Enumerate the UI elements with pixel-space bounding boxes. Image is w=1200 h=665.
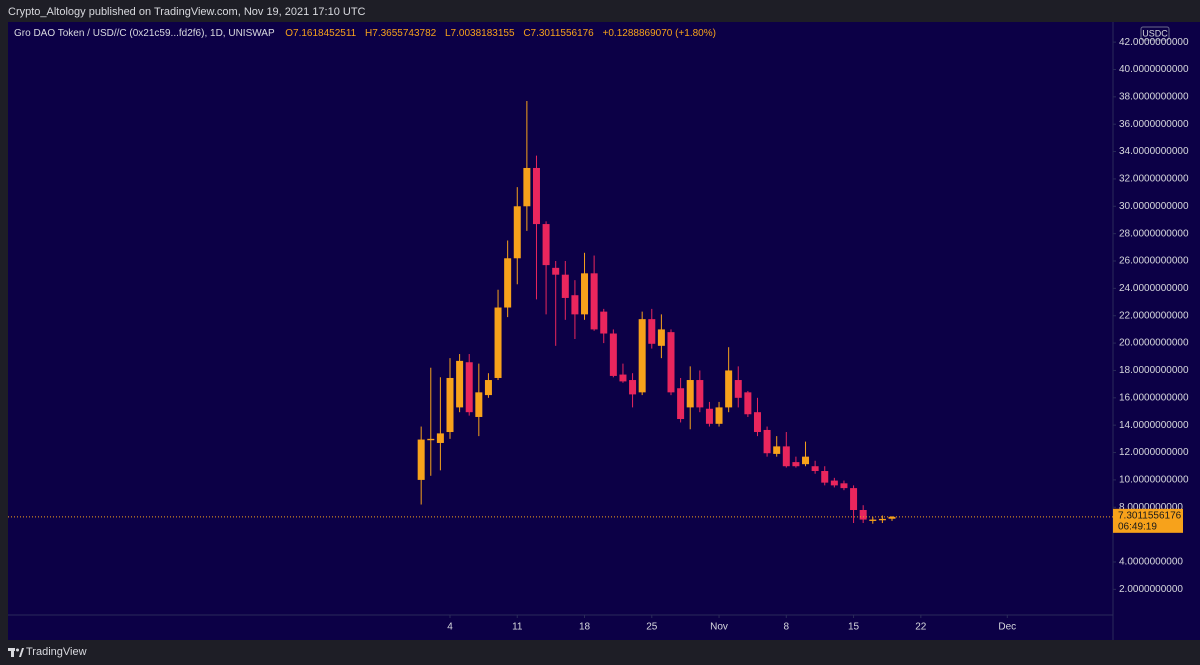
- candle-body: [600, 311, 608, 334]
- candle-body: [446, 377, 454, 433]
- x-tick-label: 15: [848, 622, 860, 633]
- y-tick-label: 28.0000000000: [1119, 228, 1189, 239]
- y-tick-label: 20.0000000000: [1119, 338, 1189, 349]
- candle-body: [590, 273, 598, 330]
- candle-body: [657, 329, 665, 346]
- candle-body: [504, 258, 512, 308]
- x-tick-label: Dec: [998, 622, 1016, 633]
- y-tick-label: 4.0000000000: [1119, 557, 1183, 568]
- publish-info: Crypto_Altology published on TradingView…: [8, 6, 366, 18]
- candle-body: [427, 438, 435, 441]
- y-tick-label: 16.0000000000: [1119, 392, 1189, 403]
- countdown-label: 06:49:19: [1118, 521, 1157, 532]
- ohlc-label: C7.3011556176: [523, 28, 594, 39]
- candle-body: [869, 519, 877, 521]
- ohlc-label: O7.1618452511: [285, 28, 357, 39]
- x-tick-label: 4: [447, 622, 453, 633]
- candle-body: [811, 466, 819, 472]
- candle-body: [581, 273, 589, 315]
- candle-body: [792, 462, 800, 467]
- x-tick-label: 18: [579, 622, 591, 633]
- y-tick-label: 22.0000000000: [1119, 310, 1189, 321]
- tradingview-logo: [8, 648, 24, 657]
- candle-body: [638, 319, 646, 393]
- candle-body: [571, 295, 579, 315]
- symbol-title: Gro DAO Token / USD//C (0x21c59...fd2f6)…: [14, 28, 275, 39]
- candle-body: [648, 319, 656, 344]
- candle-body: [542, 224, 550, 266]
- candle-body: [705, 408, 713, 424]
- candle-body: [715, 407, 723, 424]
- candle-body: [532, 167, 540, 225]
- candle-body: [878, 518, 886, 521]
- candle-body: [782, 446, 790, 467]
- candle-body: [802, 456, 810, 465]
- candle-body: [763, 429, 771, 454]
- last-price-box: [1113, 508, 1183, 533]
- y-tick-label: 40.0000000000: [1119, 64, 1189, 75]
- candle-body: [753, 412, 761, 433]
- candle-body: [513, 206, 521, 259]
- candle-body: [561, 274, 569, 298]
- candle-body: [484, 380, 492, 396]
- x-tick-label: 25: [646, 622, 658, 633]
- symbol-header: Gro DAO Token / USD//C (0x21c59...fd2f6)…: [14, 28, 716, 39]
- y-tick-label: 32.0000000000: [1119, 174, 1189, 185]
- candle-body: [725, 370, 733, 408]
- footer-brand: TradingView: [26, 646, 87, 658]
- y-tick-label: 8.0000000000: [1119, 502, 1183, 513]
- candle-body: [436, 433, 444, 443]
- x-tick-label: 11: [512, 622, 523, 633]
- unit-label: USDC: [1142, 28, 1168, 38]
- candle-body: [523, 167, 531, 207]
- y-tick-label: 26.0000000000: [1119, 256, 1189, 267]
- ohlc-label: L7.0038183155: [445, 28, 515, 39]
- change-label: +0.1288869070 (+1.80%): [602, 28, 716, 39]
- candle-body: [677, 388, 685, 420]
- y-tick-label: 14.0000000000: [1119, 420, 1189, 431]
- y-tick-label: 12.0000000000: [1119, 447, 1189, 458]
- candle-body: [830, 480, 838, 486]
- last-price-label: 7.3011556176: [1118, 510, 1182, 521]
- candle-body: [629, 380, 637, 395]
- y-tick-label: 10.0000000000: [1119, 475, 1189, 486]
- candle-body: [744, 392, 752, 415]
- candle-body: [465, 362, 473, 413]
- y-tick-label: 2.0000000000: [1119, 584, 1183, 595]
- candle-body: [821, 471, 829, 483]
- candle-body: [456, 360, 464, 408]
- candle-body: [552, 267, 560, 275]
- y-tick-label: 30.0000000000: [1119, 201, 1189, 212]
- candle-body: [859, 509, 867, 520]
- candle-body: [609, 333, 617, 376]
- candle-body: [417, 439, 425, 480]
- candle-body: [494, 307, 502, 378]
- x-tick-label: Nov: [710, 622, 728, 633]
- candle-body: [696, 380, 704, 408]
- candle-body: [850, 488, 858, 510]
- candle-body: [475, 392, 483, 417]
- candle-body: [667, 332, 675, 393]
- y-tick-label: 36.0000000000: [1119, 119, 1189, 130]
- y-tick-label: 24.0000000000: [1119, 283, 1189, 294]
- candle-body: [888, 516, 896, 519]
- ohlc-label: H7.3655743782: [365, 28, 437, 39]
- x-tick-label: 8: [784, 622, 790, 633]
- candle-body: [619, 374, 627, 382]
- y-tick-label: 42.0000000000: [1119, 37, 1189, 48]
- candle-body: [686, 380, 694, 408]
- x-tick-label: 22: [915, 622, 927, 633]
- candle-body: [734, 380, 742, 398]
- y-tick-label: 34.0000000000: [1119, 146, 1189, 157]
- y-tick-label: 18.0000000000: [1119, 365, 1189, 376]
- candle-body: [773, 446, 781, 454]
- y-tick-label: 38.0000000000: [1119, 91, 1189, 102]
- candle-body: [840, 483, 848, 489]
- unit-box: [1140, 26, 1170, 41]
